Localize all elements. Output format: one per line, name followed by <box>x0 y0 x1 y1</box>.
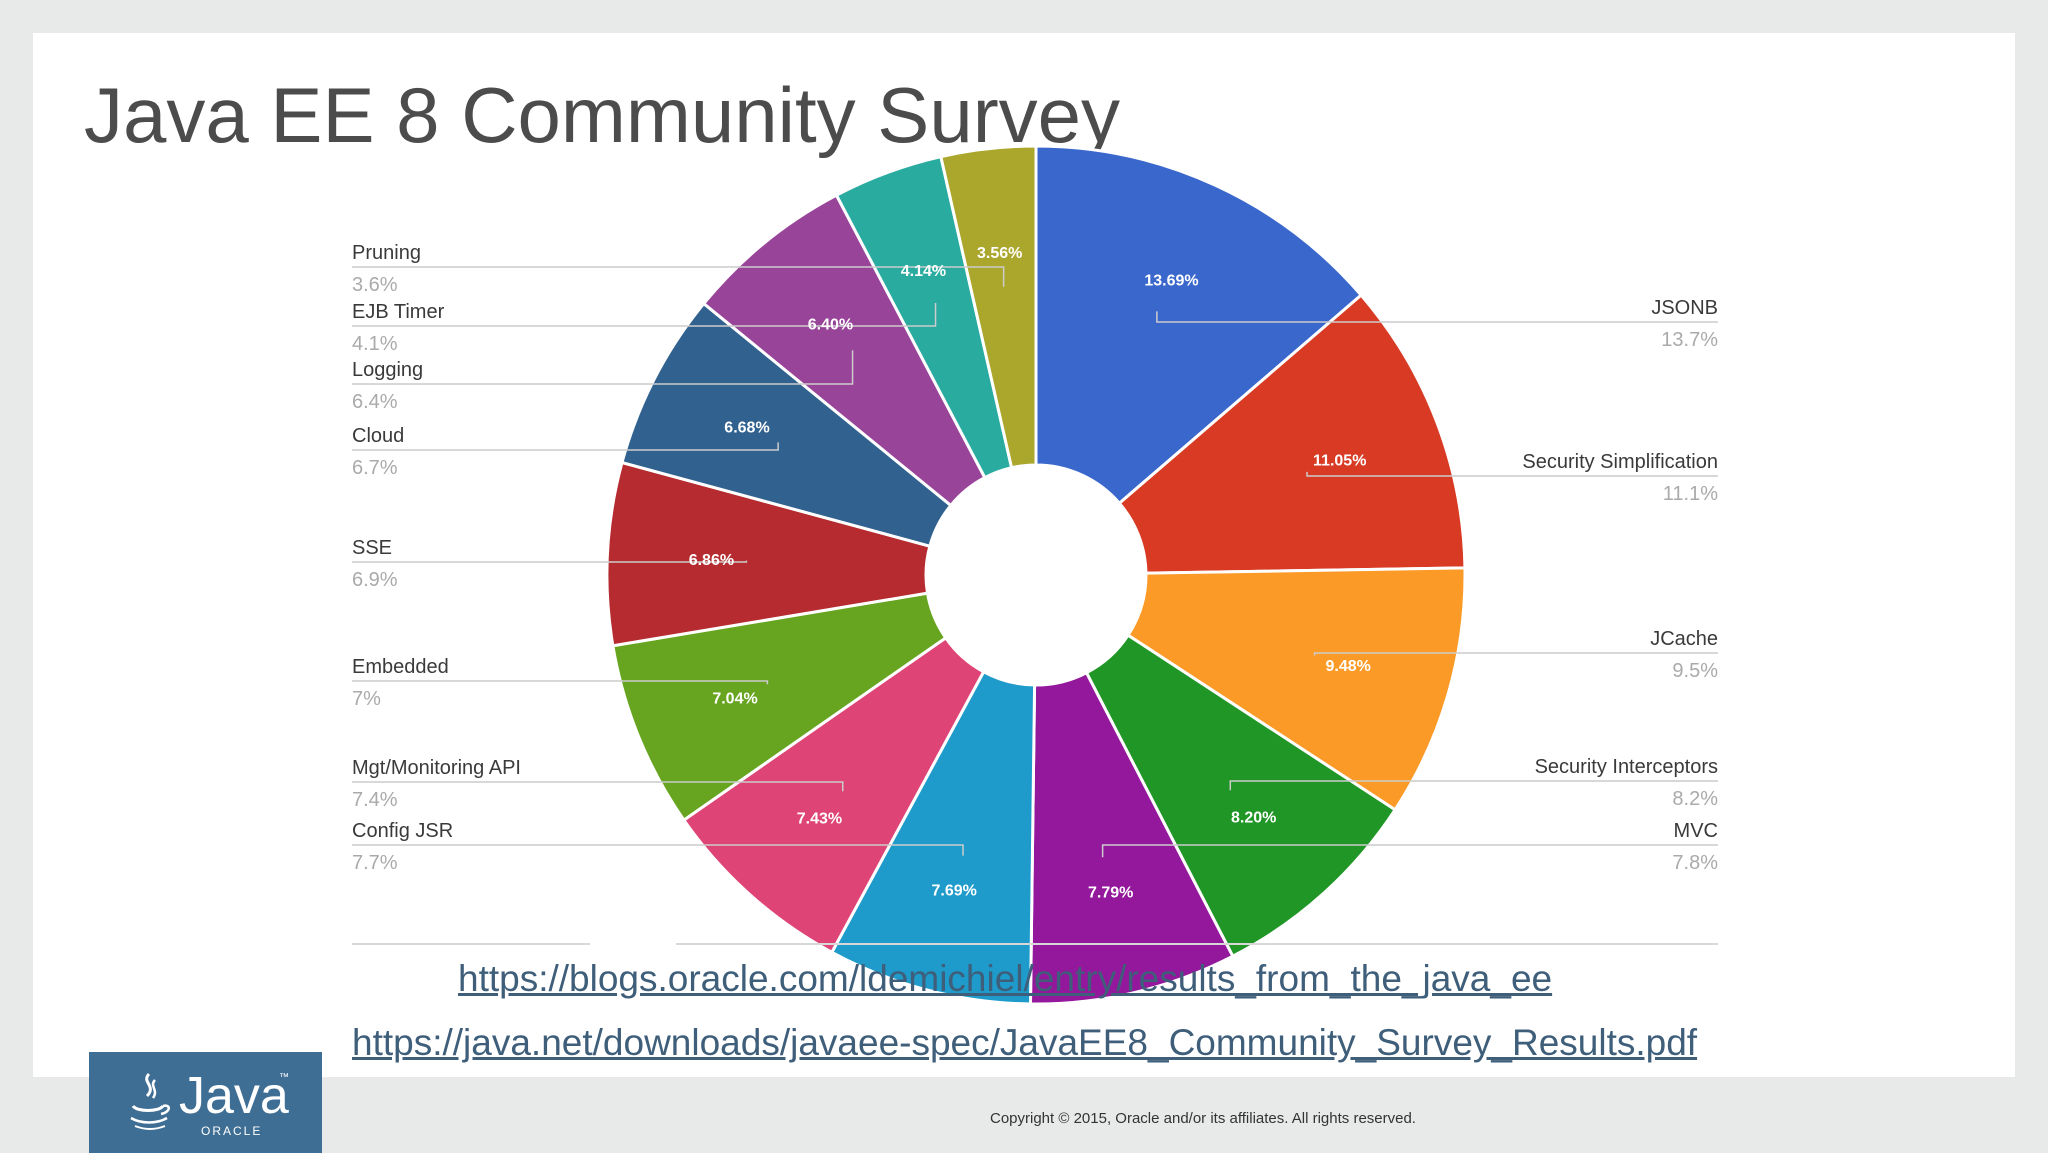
callout-line <box>352 302 937 327</box>
slide-title: Java EE 8 Community Survey <box>84 71 1121 159</box>
callout-line <box>1306 471 1718 477</box>
callout-percent: 9.5% <box>1672 660 1718 682</box>
slice-value-label: 4.14% <box>901 263 946 280</box>
callout-line <box>352 442 779 451</box>
slice-value-label: 13.69% <box>1144 273 1198 290</box>
callout-percent: 7.7% <box>352 852 398 874</box>
oracle-wordmark: ORACLE <box>201 1124 263 1138</box>
survey-results-pdf-link[interactable]: https://java.net/downloads/javaee-spec/J… <box>352 1022 1698 1063</box>
slice-value-label: 6.68% <box>724 419 769 436</box>
java-logo: Java ™ ORACLE <box>89 1052 322 1153</box>
slice-value-label: 7.04% <box>712 691 757 708</box>
slice-value-label: 7.79% <box>1088 884 1133 901</box>
callout-line <box>1101 844 1718 858</box>
slice-value-label: 9.48% <box>1326 658 1371 675</box>
slice-embedded <box>611 591 948 823</box>
callout-percent: 13.7% <box>1661 329 1718 351</box>
callout-label-logging: Logging <box>352 359 423 381</box>
callout-line <box>352 350 854 385</box>
callout-line <box>1229 780 1718 791</box>
slice-value-label: 7.43% <box>797 810 842 827</box>
slice-sse <box>605 460 932 648</box>
callout-percent: 6.7% <box>352 457 398 479</box>
slice-value-label: 7.69% <box>932 883 977 900</box>
callout-label-jcache: JCache <box>1650 628 1718 650</box>
slice-value-label: 8.20% <box>1231 809 1276 826</box>
callout-line <box>352 266 1005 287</box>
slice-mgt-monitoring-api <box>681 635 986 955</box>
slice-pruning <box>939 144 1038 470</box>
slice-security-interceptors <box>1084 633 1398 959</box>
callout-label-sse: SSE <box>352 537 392 559</box>
callout-line <box>1156 311 1718 323</box>
callout-label-mvc: MVC <box>1674 820 1718 842</box>
slice-value-label: 6.86% <box>689 552 734 569</box>
slice-mvc <box>1028 670 1235 1006</box>
callout-label-embedded: Embedded <box>352 656 449 678</box>
callout-label-ejb-timer: EJB Timer <box>352 301 445 323</box>
slice-security-simplification <box>1117 293 1467 575</box>
callout-label-mgt-monitoring-api: Mgt/Monitoring API <box>352 757 521 779</box>
callout-line <box>1313 652 1718 656</box>
callout-percent: 11.1% <box>1663 483 1718 505</box>
slice-jsonb <box>1034 144 1364 506</box>
callout-percent: 7% <box>352 688 381 710</box>
callout-label-config-jsr: Config JSR <box>352 820 453 842</box>
callout-label-cloud: Cloud <box>352 425 404 447</box>
slice-value-label: 3.56% <box>977 245 1022 262</box>
callout-label-security-interceptors: Security Interceptors <box>1535 756 1718 778</box>
callout-label-pruning: Pruning <box>352 242 421 264</box>
slice-value-label: 11.05% <box>1313 452 1366 469</box>
java-wordmark: Java <box>179 1067 289 1125</box>
callout-percent: 7.4% <box>352 789 398 811</box>
callout-percent: 8.2% <box>1672 788 1718 810</box>
survey-results-blog-link[interactable]: https://blogs.oracle.com/ldemichiel/entr… <box>458 958 1553 999</box>
callout-line <box>352 781 844 792</box>
callout-line <box>352 844 964 856</box>
slice-value-label: 6.40% <box>808 316 853 333</box>
callout-percent: 7.8% <box>1672 852 1718 874</box>
callout-label-security-simplification: Security Simplification <box>1522 451 1718 473</box>
copyright-notice: Copyright © 2015, Oracle and/or its affi… <box>990 1110 1416 1127</box>
java-cup-icon <box>130 1072 170 1130</box>
callout-line <box>352 680 769 685</box>
slice-config-jsr <box>829 669 1037 1006</box>
callout-percent: 6.4% <box>352 391 398 413</box>
callout-percent: 4.1% <box>352 333 398 355</box>
callout-label-jsonb: JSONB <box>1651 297 1718 319</box>
callout-percent: 6.9% <box>352 569 398 591</box>
slice-cloud <box>620 301 953 549</box>
callout-percent: 3.6% <box>352 274 398 296</box>
slice-jcache <box>1125 566 1467 812</box>
trademark-mark: ™ <box>279 1072 289 1083</box>
callout-line <box>352 560 748 563</box>
